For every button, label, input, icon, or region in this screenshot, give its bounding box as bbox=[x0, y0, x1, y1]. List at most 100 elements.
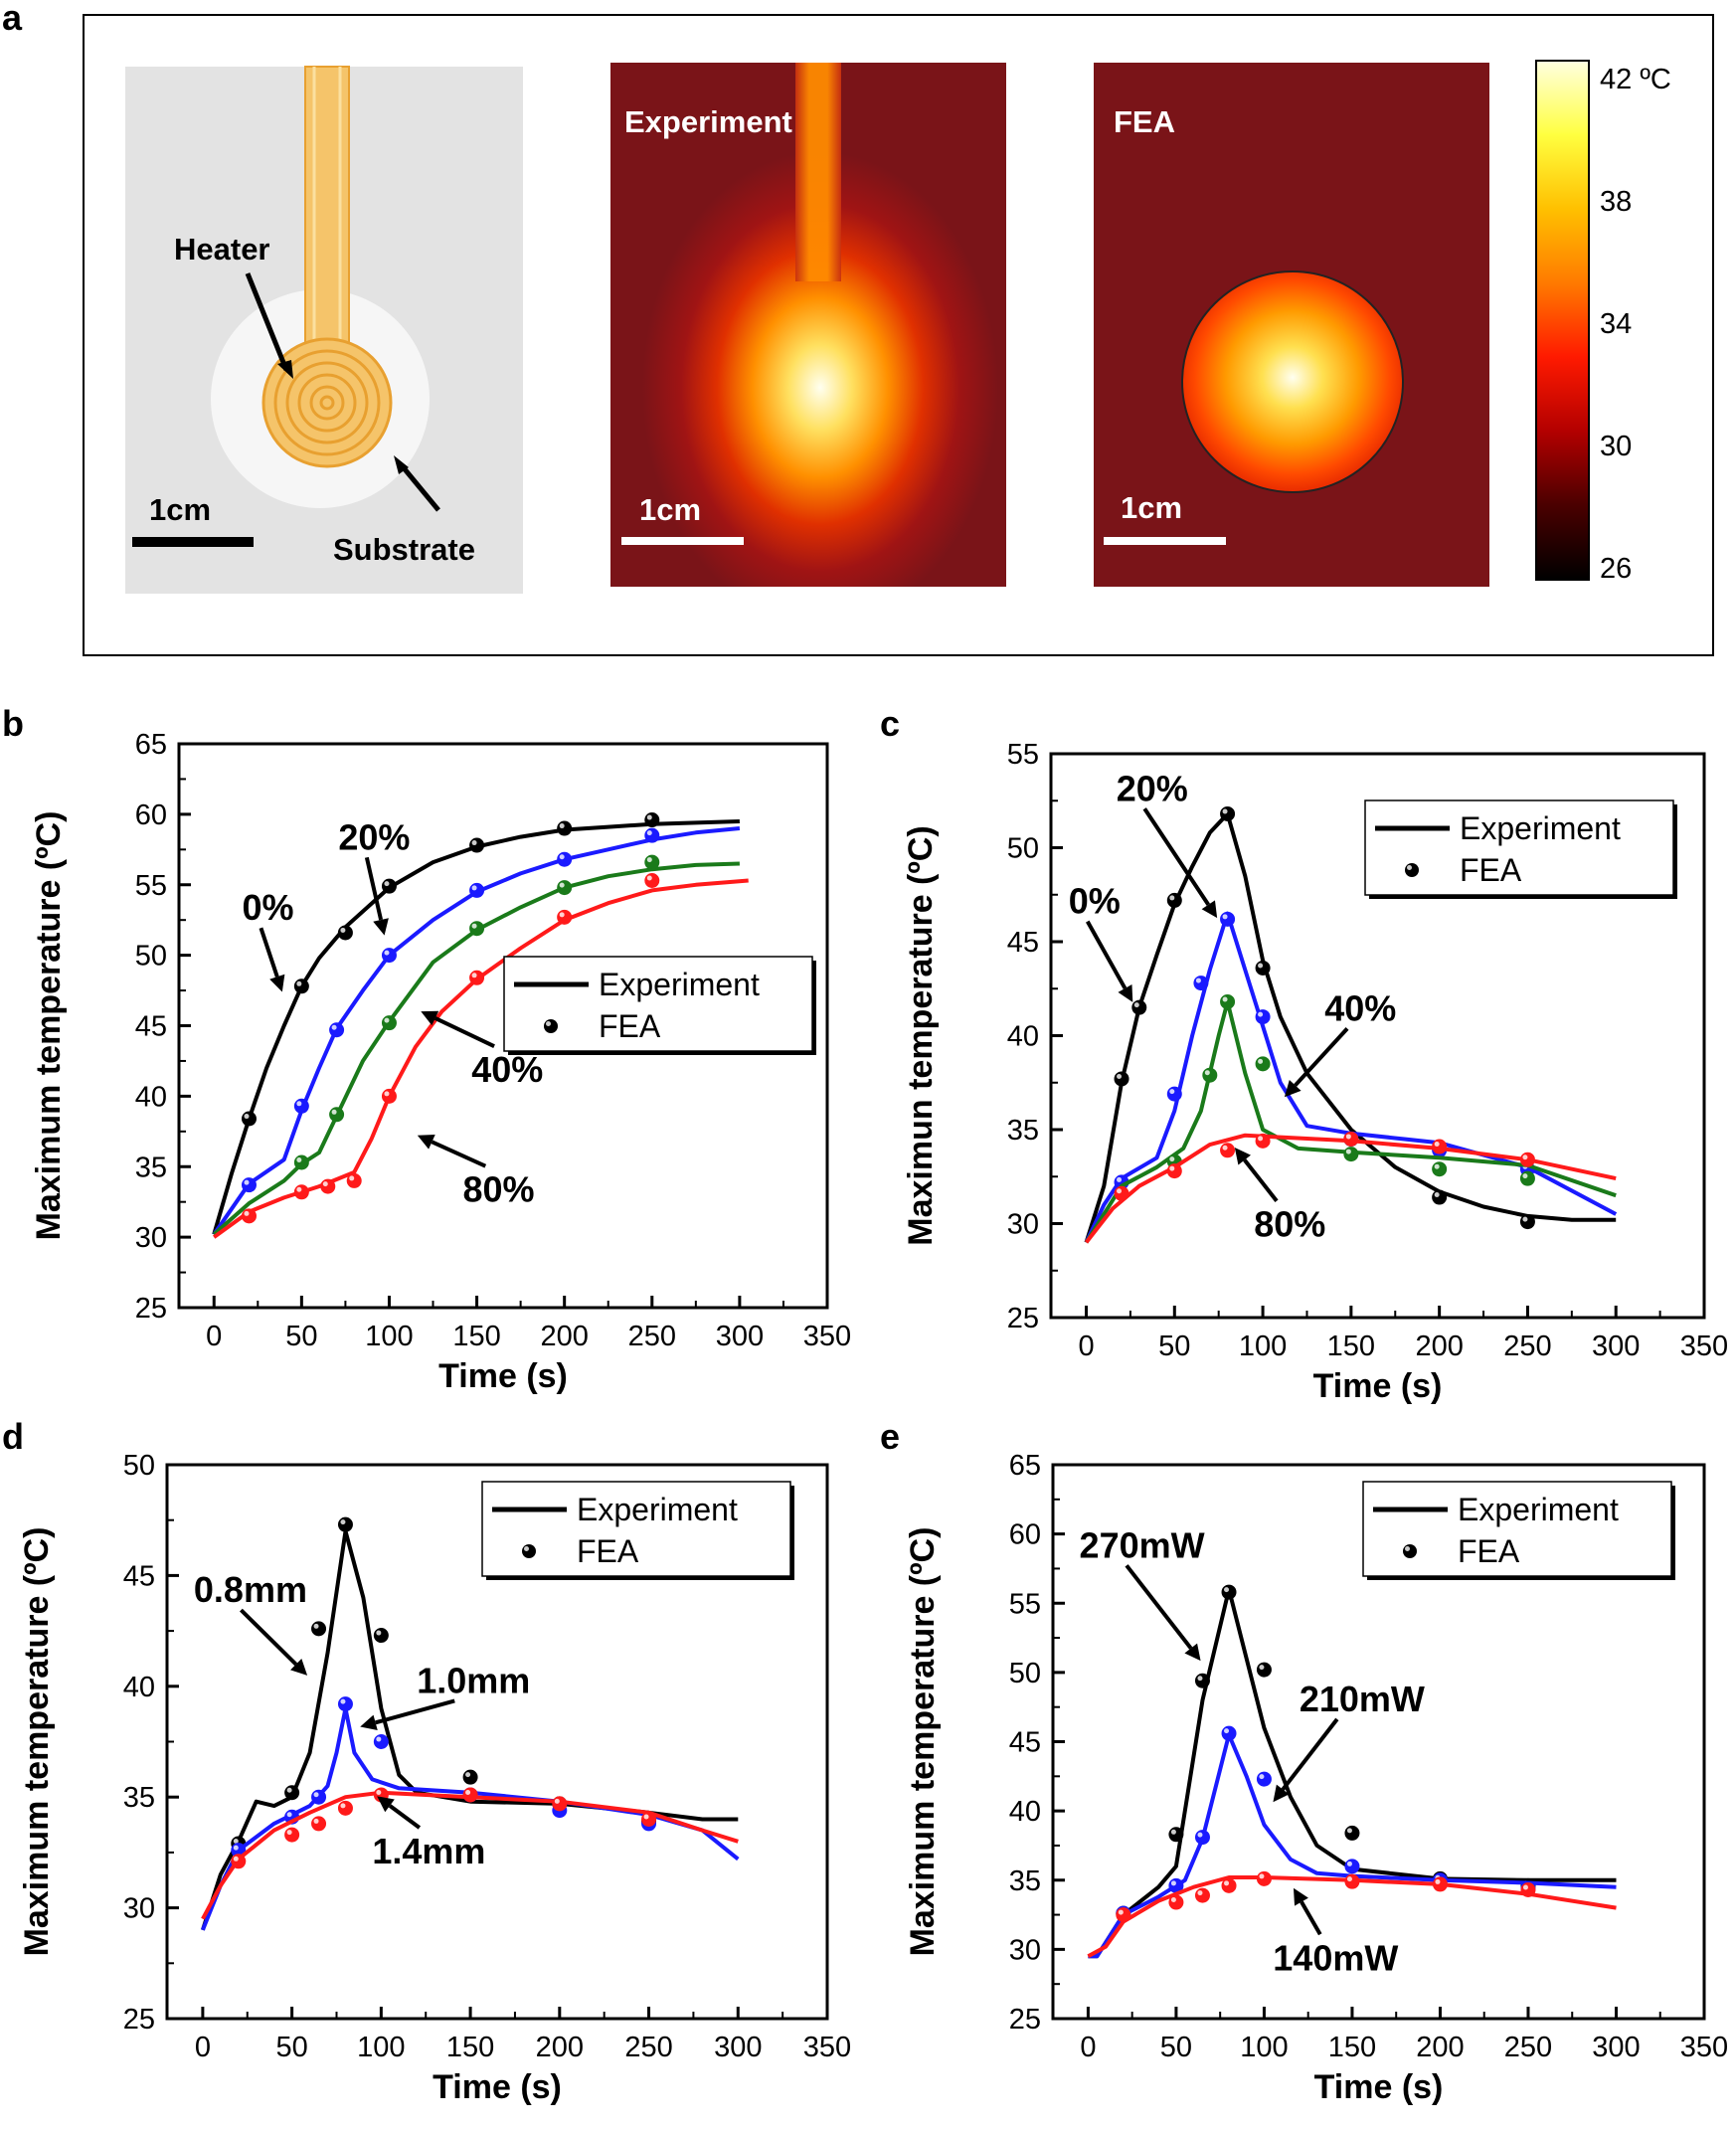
fea-point-0% bbox=[557, 820, 573, 836]
fea-point-highlight bbox=[646, 875, 652, 881]
annotation-arrow bbox=[375, 1698, 455, 1725]
annotation-arrowhead bbox=[373, 918, 389, 936]
legend-label-experiment: Experiment bbox=[599, 967, 760, 1002]
fea-point-80% bbox=[1255, 1133, 1271, 1149]
fea-point-0% bbox=[381, 878, 397, 894]
fea-point-270mW bbox=[1256, 1662, 1272, 1678]
fea-point-highlight bbox=[331, 1024, 337, 1030]
colorbar-tick-label: 34 bbox=[1600, 308, 1632, 340]
fea-point-highlight bbox=[1197, 1890, 1203, 1896]
fea-point-highlight bbox=[1224, 1728, 1230, 1734]
series-line-0% bbox=[1084, 811, 1617, 1243]
fea-point-highlight bbox=[1258, 1058, 1264, 1064]
y-tick-label: 40 bbox=[135, 1081, 167, 1113]
annotation-140mW: 140mW bbox=[1273, 1937, 1398, 1978]
fea-point-highlight bbox=[1197, 1676, 1203, 1682]
annotation-arrowhead bbox=[360, 1714, 378, 1731]
legend-label-fea: FEA bbox=[1460, 852, 1522, 888]
fea-point-0% bbox=[241, 1111, 257, 1127]
annotation-1.0mm: 1.0mm bbox=[417, 1660, 530, 1700]
fea-point-highlight bbox=[313, 1792, 319, 1798]
x-tick-label: 200 bbox=[1415, 1331, 1463, 1362]
y-tick-label: 50 bbox=[1007, 833, 1039, 865]
x-tick-label: 50 bbox=[275, 2032, 307, 2063]
fea-point-20% bbox=[1166, 1086, 1182, 1102]
chart-d: 0 50 100 150 200 250 300 350 25 30 35 40 45 50 Time (s… bbox=[18, 1450, 851, 2106]
heater-schematic: Heater Substrate 1cm bbox=[125, 66, 523, 594]
fea-point-highlight bbox=[1169, 1089, 1175, 1095]
fea-point-highlight bbox=[296, 1101, 302, 1107]
fea-point-highlight bbox=[296, 980, 302, 986]
fea-point-highlight bbox=[1117, 1188, 1123, 1194]
x-tick-label: 250 bbox=[1504, 2032, 1552, 2063]
fea-point-highlight bbox=[471, 885, 477, 891]
legend-marker-highlight bbox=[546, 1021, 551, 1026]
legend-box bbox=[503, 956, 813, 1052]
fea-point-highlight bbox=[1169, 895, 1175, 901]
fea-point-20% bbox=[293, 1098, 309, 1114]
fea-point-highlight bbox=[340, 927, 346, 933]
experiment-scale-bar bbox=[621, 537, 744, 545]
experiment-thermal-image: Experiment 1cm bbox=[610, 63, 1006, 587]
x-tick-label: 350 bbox=[803, 1321, 851, 1352]
annotation-arrow bbox=[388, 1804, 422, 1830]
fea-point-80% bbox=[1166, 1163, 1182, 1179]
fea-point-highlight bbox=[559, 912, 565, 918]
fea-point-80% bbox=[346, 1172, 362, 1188]
y-tick-label: 60 bbox=[135, 799, 167, 831]
fea-point-highlight bbox=[471, 840, 477, 846]
fea-point-0% bbox=[1220, 805, 1236, 821]
x-tick-label: 100 bbox=[1239, 1331, 1287, 1362]
annotation-0%: 0% bbox=[242, 887, 293, 928]
fea-point-highlight bbox=[1259, 1665, 1265, 1671]
fea-point-highlight bbox=[1435, 1878, 1441, 1884]
fea-point-highlight bbox=[1169, 1165, 1175, 1171]
legend-label-fea: FEA bbox=[599, 1008, 661, 1044]
annotation-1.4mm: 1.4mm bbox=[372, 1831, 485, 1871]
fea-point-highlight bbox=[313, 1623, 319, 1629]
fea-point-highlight bbox=[1434, 1163, 1440, 1169]
annotation-arrowhead bbox=[417, 1135, 435, 1150]
fea-point-40% bbox=[1202, 1067, 1218, 1083]
fea-point-highlight bbox=[1522, 1884, 1528, 1890]
panel-a-frame bbox=[83, 14, 1714, 656]
x-tick-label: 250 bbox=[628, 1321, 676, 1352]
fea-point-highlight bbox=[1118, 1909, 1124, 1915]
x-tick-label: 250 bbox=[1503, 1331, 1551, 1362]
fea-point-highlight bbox=[296, 1186, 302, 1192]
annotation-arrow bbox=[364, 856, 384, 921]
experiment-heater-lead bbox=[795, 63, 841, 281]
y-axis-title: Maximum temperature (ºC) bbox=[904, 1527, 942, 1957]
fea-thermal-image: FEA 1cm bbox=[1094, 63, 1489, 587]
fea-point-highlight bbox=[296, 1156, 302, 1162]
x-tick-label: 350 bbox=[1680, 2032, 1728, 2063]
experiment-scale-label: 1cm bbox=[639, 492, 701, 527]
experiment-title: Experiment bbox=[624, 104, 792, 139]
annotation-arrow bbox=[431, 1140, 487, 1168]
fea-point-80% bbox=[557, 909, 573, 925]
fea-point-highlight bbox=[233, 1845, 239, 1851]
fea-point-highlight bbox=[1258, 963, 1264, 969]
x-tick-label: 350 bbox=[1680, 1331, 1728, 1362]
fea-point-140mW bbox=[1221, 1877, 1237, 1893]
schematic-scale-label: 1cm bbox=[149, 492, 211, 527]
fea-point-20% bbox=[381, 948, 397, 964]
chart-c: 0 50 100 150 200 250 300 350 25 30 35 40 45 50 55 Time … bbox=[902, 739, 1728, 1405]
fea-point-highlight bbox=[1195, 977, 1201, 983]
fea-point-highlight bbox=[1346, 1861, 1352, 1866]
fea-point-1.4mm bbox=[231, 1854, 247, 1869]
series-line-210mW bbox=[1088, 1732, 1617, 1959]
heater-label: Heater bbox=[174, 232, 270, 266]
panel-b: b 0 50 100 150 200 250 300 350 25 30 35 40 45 50 55 60 6… bbox=[2, 703, 851, 1395]
fea-point-20% bbox=[644, 827, 660, 843]
fea-point-1.4mm bbox=[337, 1800, 353, 1816]
fea-point-1.4mm bbox=[311, 1816, 327, 1832]
fea-point-highlight bbox=[233, 1856, 239, 1862]
fea-point-140mW bbox=[1256, 1870, 1272, 1886]
legend-marker-swatch bbox=[1403, 1544, 1417, 1558]
series-line-1.0mm bbox=[201, 1706, 740, 1931]
fea-point-80% bbox=[1519, 1152, 1535, 1167]
fea-point-highlight bbox=[559, 823, 565, 829]
colorbar-tick-label: 38 bbox=[1600, 186, 1632, 218]
